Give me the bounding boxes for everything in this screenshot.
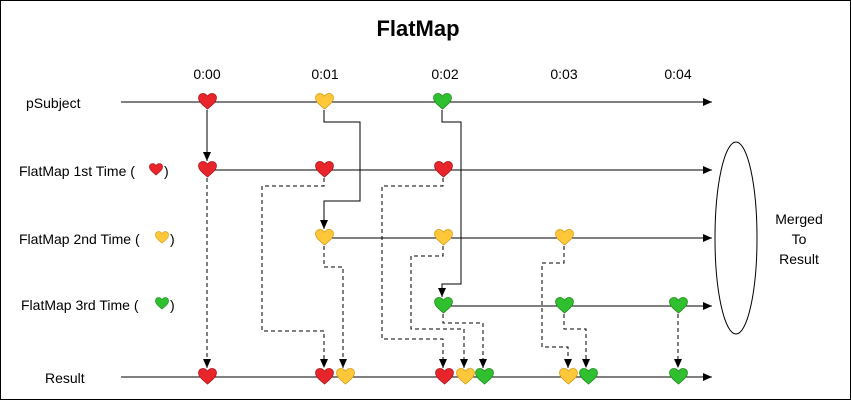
time-label-1: 0:01	[311, 66, 338, 82]
green-heart-icon	[555, 297, 574, 314]
row-label-flatmap3: FlatMap 3rd Time ( )	[21, 297, 175, 313]
red-heart-icon	[198, 368, 217, 385]
row-label-flatmap1: FlatMap 1st Time ( )	[19, 163, 169, 179]
time-label-0: 0:00	[193, 66, 220, 82]
merged-ellipse	[714, 141, 758, 335]
yellow-heart-icon	[155, 231, 169, 244]
red-heart-icon	[198, 161, 217, 178]
time-label-2: 0:02	[431, 66, 458, 82]
dash-yellow-3	[541, 246, 572, 368]
dash-yellow-1	[323, 246, 347, 368]
row-label-result: Result	[45, 370, 85, 386]
yellow-heart-icon	[336, 368, 355, 385]
flatmap3-text: FlatMap 3rd Time (	[21, 297, 139, 313]
dash-yellow-2	[410, 246, 468, 368]
green-heart-icon	[475, 368, 494, 385]
red-heart-icon	[315, 161, 334, 178]
green-heart-icon	[434, 297, 453, 314]
diagram-title: FlatMap	[376, 16, 459, 41]
row-label-flatmap2: FlatMap 2nd Time ( )	[19, 231, 175, 247]
yellow-heart-icon	[559, 368, 578, 385]
flatmap2-text: FlatMap 2nd Time (	[19, 231, 140, 247]
green-heart-icon	[433, 93, 452, 110]
red-heart-icon	[435, 368, 454, 385]
yellow-heart-icon	[555, 229, 574, 246]
time-label-3: 0:03	[550, 66, 577, 82]
dash-red-1	[261, 178, 328, 368]
green-heart-icon	[155, 297, 169, 310]
yellow-heart-icon	[434, 229, 453, 246]
green-heart-icon	[579, 368, 598, 385]
svg-text:FlatMap 3rd Time (: FlatMap 3rd Time (	[21, 297, 139, 313]
dash-red-2	[381, 178, 447, 368]
flatmap1-text: FlatMap 1st Time (	[19, 163, 135, 179]
flatmap3-close: )	[170, 297, 175, 313]
red-heart-icon	[434, 161, 453, 178]
yellow-heart-icon	[315, 93, 334, 110]
dash-green-2	[442, 314, 487, 368]
yellow-heart-icon	[315, 229, 334, 246]
dashed-connectors	[203, 178, 682, 368]
red-heart-icon	[315, 368, 334, 385]
red-heart-icon	[198, 93, 217, 110]
flatmap2-close: )	[170, 231, 175, 247]
svg-text:FlatMap 2nd Time (: FlatMap 2nd Time (	[19, 231, 140, 247]
svg-text:FlatMap 1st Time (: FlatMap 1st Time (	[19, 163, 135, 179]
merged-label-line1: Merged	[775, 211, 822, 227]
green-heart-icon	[669, 368, 688, 385]
yellow-heart-icon	[456, 368, 475, 385]
row-label-psubject: pSubject	[26, 95, 81, 111]
merged-label-line3: Result	[779, 251, 819, 267]
connector-yellow-to-flatmap2	[320, 110, 361, 229]
flatmap1-close: )	[164, 163, 169, 179]
connector-green-to-flatmap3	[438, 110, 462, 297]
time-label-4: 0:04	[664, 66, 691, 82]
red-heart-icon	[149, 163, 163, 176]
green-heart-icon	[669, 297, 688, 314]
dash-green-3	[563, 314, 590, 368]
merged-label-line2: To	[792, 231, 807, 247]
